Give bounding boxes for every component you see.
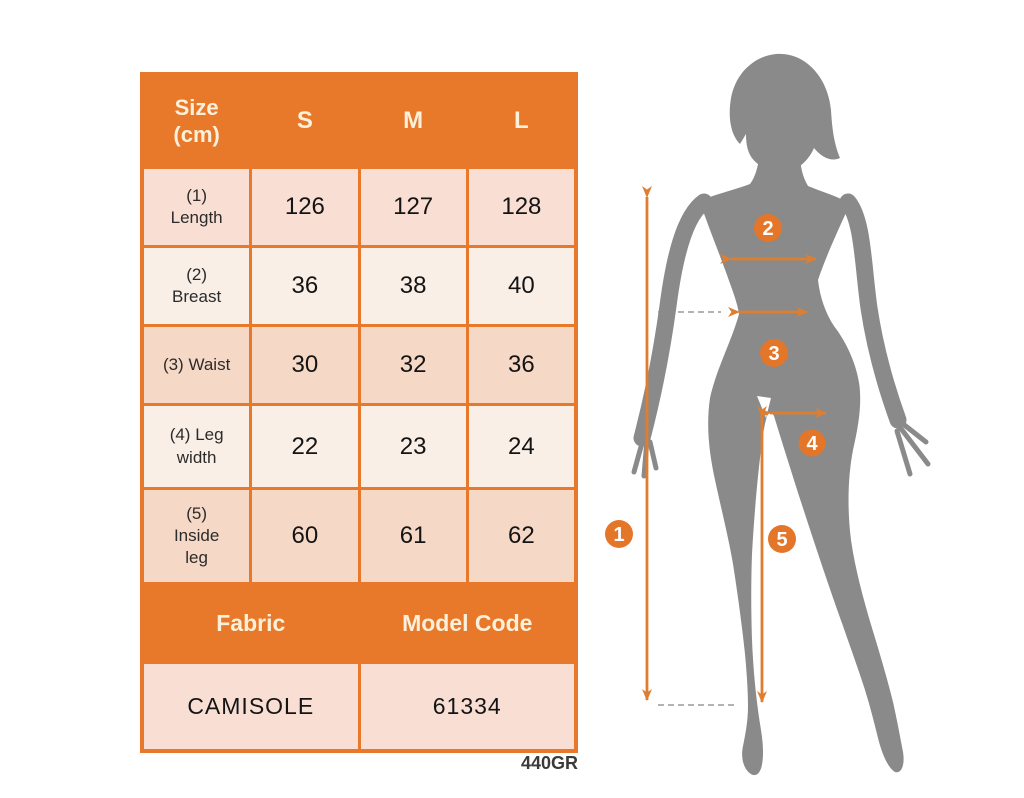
header-size-m: M [360,76,466,166]
inside-leg-m: 61 [360,490,466,582]
right-hand-silhouette [894,417,931,477]
length-m: 127 [360,169,466,245]
header-size-s: S [252,76,358,166]
svg-text:3: 3 [768,343,779,365]
waist-s: 30 [252,327,358,403]
size-chart-table: Size (cm) S M L (1) Length 126 127 128 (… [140,72,578,753]
length-s: 126 [252,169,358,245]
svg-text:2: 2 [762,218,773,240]
measurement-arrows [642,186,827,703]
breast-l: 40 [468,248,574,324]
breast-m: 38 [360,248,466,324]
leg-width-m: 23 [360,406,466,487]
left-arm-silhouette [633,193,713,447]
measurement-badges: 1 2 3 4 5 [605,214,826,553]
weight-note: 440GR [520,753,578,773]
measurement-badge-2: 2 [754,214,782,242]
row-label-length: (1) Length [144,169,250,245]
model-code-value: 61334 [360,664,574,749]
row-label-breast: (2) Breast [144,248,250,324]
inside-leg-l: 62 [468,490,574,582]
female-body-silhouette [631,53,931,776]
measurement-badge-1: 1 [605,520,633,548]
leg-width-l: 24 [468,406,574,487]
measurement-badge-5: 5 [768,525,796,553]
row-label-inside-leg: (5) Inside leg [144,490,250,582]
waist-l: 36 [468,327,574,403]
header-size-cm: Size (cm) [144,76,250,166]
measurement-badge-3: 3 [760,339,788,367]
leg-width-s: 22 [252,406,358,487]
waist-m: 32 [360,327,466,403]
svg-text:4: 4 [806,433,818,455]
measurement-badge-4: 4 [798,429,826,457]
fabric-value: CAMISOLE [144,664,358,749]
inside-leg-s: 60 [252,490,358,582]
svg-text:1: 1 [613,524,624,546]
header-fabric: Fabric [144,585,358,661]
right-arm-silhouette [839,193,907,429]
row-label-leg-width: (4) Leg width [144,406,250,487]
head-silhouette [729,53,840,174]
torso-legs-silhouette [700,148,904,776]
breast-s: 36 [252,248,358,324]
measurement-figure: 1 2 3 4 5 [605,53,931,776]
length-l: 128 [468,169,574,245]
row-label-waist: (3) Waist [144,327,250,403]
header-model-code: Model Code [360,585,574,661]
header-size-l: L [468,76,574,166]
svg-text:5: 5 [776,529,787,551]
